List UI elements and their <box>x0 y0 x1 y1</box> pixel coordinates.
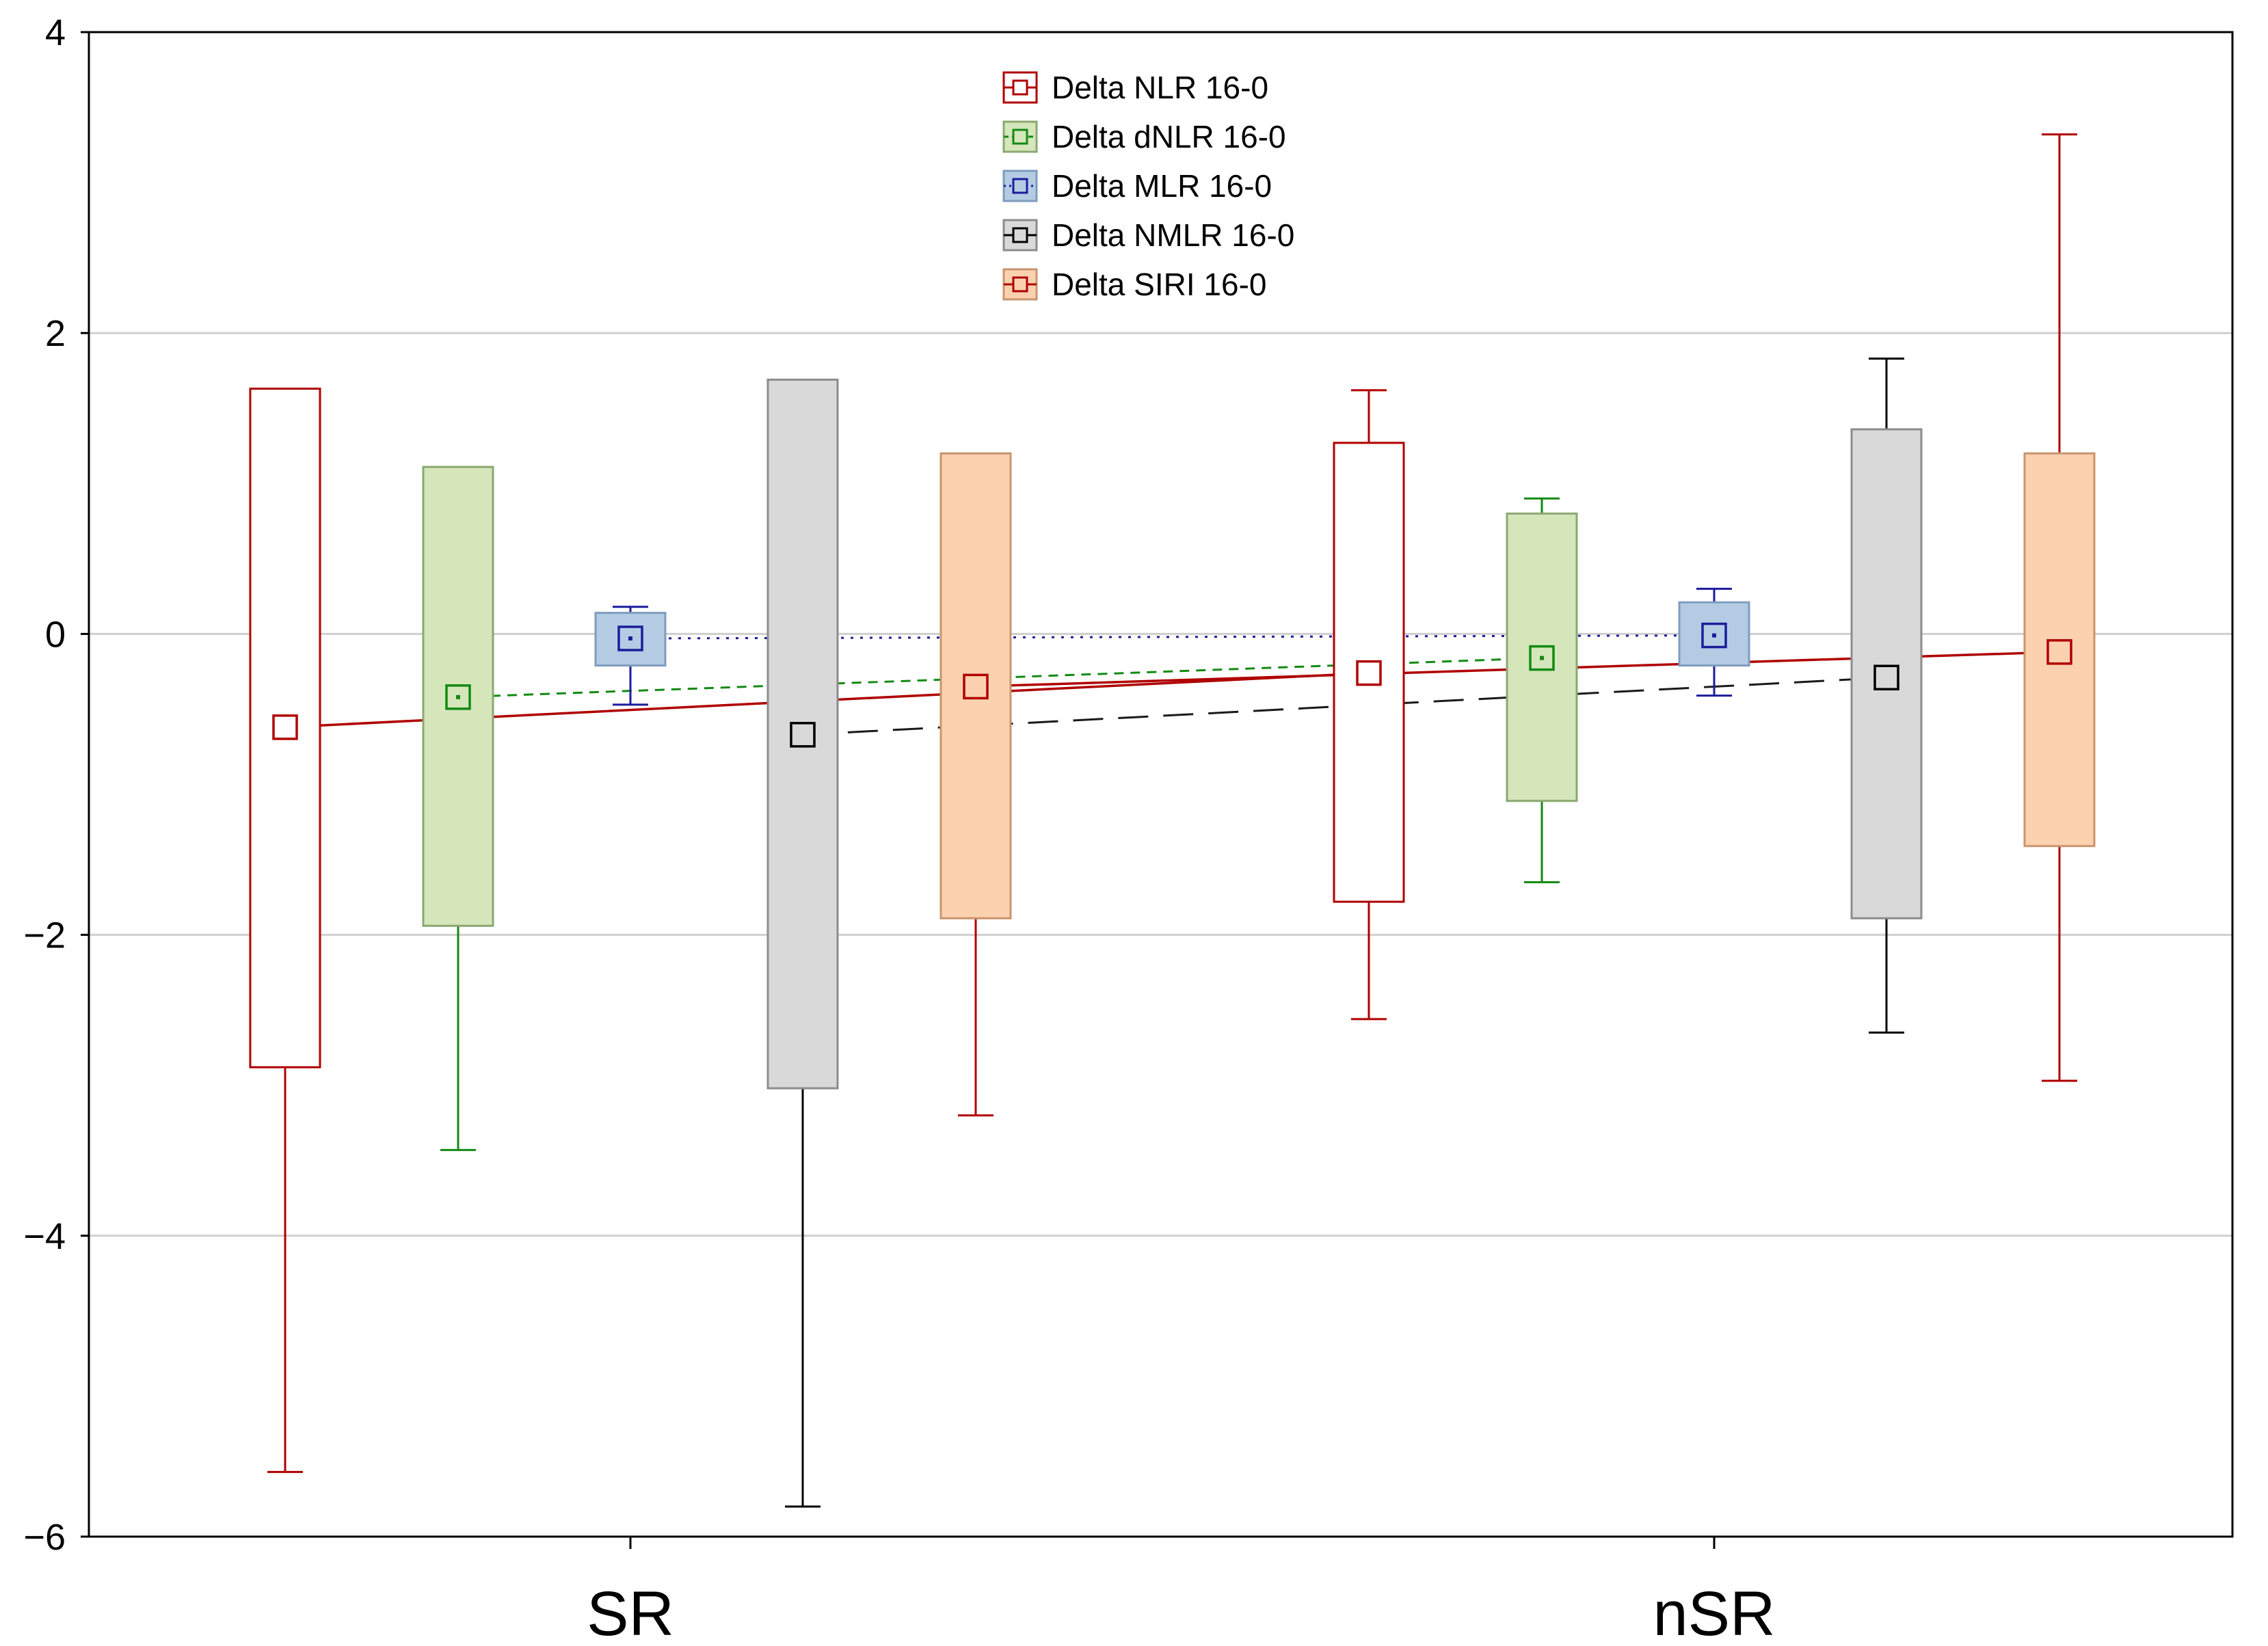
median-marker <box>445 684 471 710</box>
x-axis: SR nSR <box>587 1537 1775 1646</box>
box-4-sr <box>939 452 1012 1117</box>
plot-frame <box>88 31 2234 1538</box>
y-tick-label-3: 0 <box>45 614 66 655</box>
box-2-nsr <box>1678 587 1750 697</box>
legend-item-1: Delta dNLR 16-0 <box>1002 119 1286 154</box>
box-2-sr <box>594 606 667 706</box>
box-4-nsr <box>2023 133 2096 1082</box>
legend-marker <box>1012 276 1028 293</box>
legend-label: Delta dNLR 16-0 <box>1052 119 1286 154</box>
box-iqr <box>1333 442 1405 903</box>
box-iqr <box>766 378 839 1090</box>
median-marker <box>963 673 989 700</box>
median-marker <box>1701 622 1727 649</box>
legend-marker <box>1012 227 1028 243</box>
box-1-sr <box>422 466 494 1151</box>
y-axis: −6 −4 −2 0 2 4 <box>23 12 89 1558</box>
box-iqr <box>2023 452 2096 848</box>
median-marker <box>790 722 816 748</box>
legend-item-4: Delta SIRI 16-0 <box>1002 267 1266 302</box>
box-iqr <box>1850 428 1923 919</box>
median-marker <box>1356 660 1382 686</box>
median-marker-dot <box>628 636 632 641</box>
median-marker <box>1873 664 1899 690</box>
legend-label: Delta MLR 16-0 <box>1052 168 1272 204</box>
box-0-nsr <box>1333 389 1405 1021</box>
y-tick-label-0: −6 <box>23 1517 66 1558</box>
box-3-nsr <box>1850 357 1923 1034</box>
median-marker <box>2046 639 2072 665</box>
x-tick-label-sr: SR <box>587 1579 674 1646</box>
legend-label: Delta NLR 16-0 <box>1052 70 1268 105</box>
box-iqr <box>422 466 494 927</box>
legend: Delta NLR 16-0 Delta dNLR 16-0 Delta MLR 1… <box>1002 70 1294 302</box>
legend-marker <box>1012 129 1028 145</box>
median-marker <box>272 714 298 740</box>
legend-label: Delta SIRI 16-0 <box>1052 267 1266 302</box>
median-marker-dot <box>456 694 460 699</box>
median-marker <box>1529 645 1555 671</box>
box-1-nsr <box>1506 497 1578 884</box>
median-marker-dot <box>1712 633 1716 638</box>
median-marker-dot <box>1540 656 1544 660</box>
y-tick-label-2: −2 <box>23 915 66 956</box>
x-tick-label-nsr: nSR <box>1653 1579 1776 1646</box>
box-3-sr <box>766 378 839 1508</box>
y-tick-label-5: 4 <box>45 12 66 53</box>
legend-item-2: Delta MLR 16-0 <box>1002 168 1272 204</box>
box-iqr <box>249 388 321 1068</box>
box-iqr <box>939 452 1012 919</box>
legend-label: Delta NMLR 16-0 <box>1052 217 1294 253</box>
y-tick-label-4: 2 <box>45 313 66 354</box>
legend-item-3: Delta NMLR 16-0 <box>1002 217 1294 253</box>
box-0-sr <box>249 388 321 1473</box>
box-plots <box>249 133 2096 1508</box>
legend-item-0: Delta NLR 16-0 <box>1002 70 1268 105</box>
median-marker <box>617 625 643 651</box>
y-tick-label-1: −4 <box>23 1216 66 1257</box>
legend-marker <box>1012 178 1028 194</box>
legend-marker <box>1012 79 1028 96</box>
